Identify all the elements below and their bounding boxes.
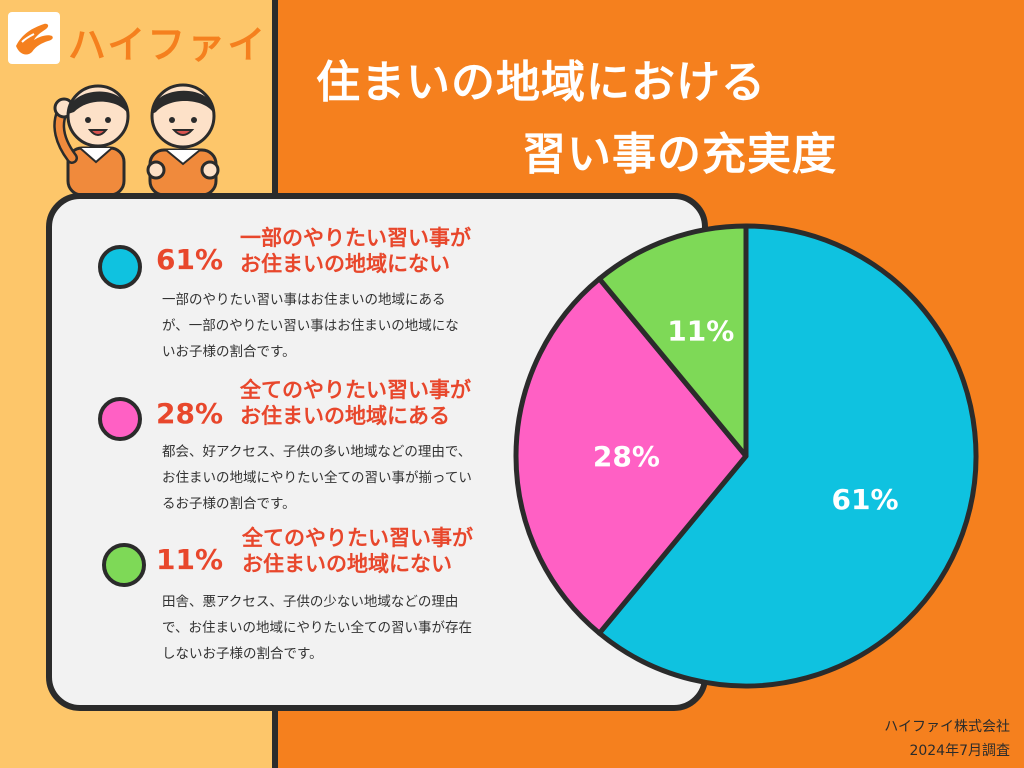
green-dot-icon (102, 543, 146, 587)
pink-dot-icon (98, 397, 142, 441)
legend-percent: 11% (156, 543, 224, 576)
legend-heading-line1: 全てのやりたい習い事が (240, 378, 471, 402)
pie-slice (596, 223, 979, 689)
legend-description: 一部のやりたい習い事はお住まいの地域にあるが、一部のやりたい習い事はお住まいの地… (162, 292, 459, 360)
pie-slice (513, 276, 749, 636)
brand-name: ハイファイ (68, 23, 268, 67)
legend-heading-line2: お住まいの地域にない (240, 252, 450, 276)
legend-heading-line1: 一部のやりたい習い事が (240, 226, 471, 250)
page-title-line1: 住まいの地域における (316, 57, 766, 108)
cyan-dot-icon (98, 245, 142, 289)
brand-logo: ハイファイ (8, 12, 270, 67)
legend-description: 都会、好アクセス、子供の多い地域などの理由で、お住まいの地域にやりたい全ての習い… (162, 444, 472, 512)
legend-percent: 28% (156, 397, 224, 430)
pie-slice-label: 28% (593, 440, 660, 473)
legend-percent: 61% (156, 243, 224, 276)
pie-chart: 61% 28% 11% (513, 223, 979, 689)
pie-slice (596, 223, 749, 459)
legend-heading-line1: 全てのやりたい習い事が (242, 526, 473, 550)
children-illustration-icon (53, 83, 220, 195)
hands-logo-icon (8, 12, 60, 64)
legend-heading-line2: お住まいの地域にない (242, 552, 452, 576)
pie-slice-label: 11% (667, 314, 734, 347)
legend-description: 田舎、悪アクセス、子供の少ない地域などの理由で、お住まいの地域にやりたい全ての習… (162, 594, 472, 662)
page-title-line2: 習い事の充実度 (522, 129, 837, 180)
survey-date: 2024年7月調査 (909, 743, 1010, 759)
company-credit: ハイファイ株式会社 (884, 719, 1010, 735)
pie-slice-label: 61% (832, 483, 899, 516)
legend-heading-line2: お住まいの地域にある (240, 404, 450, 428)
